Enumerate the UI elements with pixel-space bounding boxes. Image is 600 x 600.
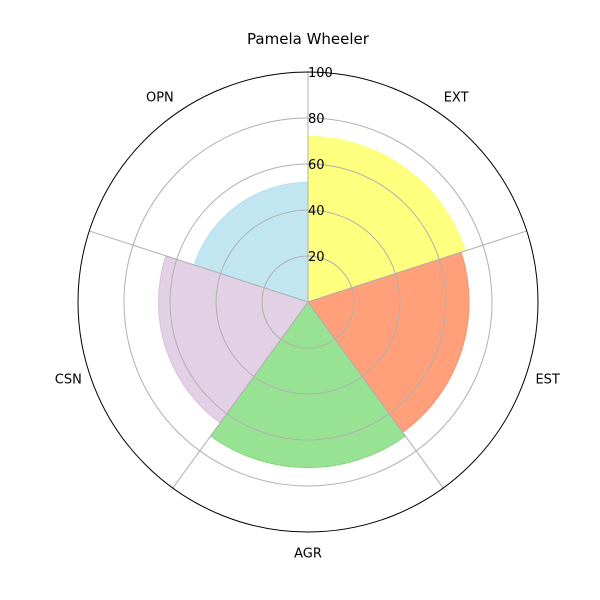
spoke-2 [307, 301, 444, 489]
grid-layer [77, 71, 539, 533]
labels-layer: 20 40 60 80 100 EXT EST AGR CSN OPN [55, 66, 560, 562]
bar-opn [193, 181, 309, 303]
spoke-1 [307, 230, 527, 303]
r-tick-label: 100 [308, 66, 333, 81]
bar-agr [209, 301, 407, 469]
category-label-est: EST [535, 372, 559, 387]
category-label-opn: OPN [146, 91, 174, 106]
outer-circle [77, 71, 539, 533]
spoke-4 [89, 230, 309, 303]
bars-layer [158, 135, 470, 469]
spoke-3 [172, 301, 309, 489]
r-tick-label: 80 [308, 112, 325, 127]
r-tick-label: 60 [308, 158, 325, 173]
r-tick-label: 20 [308, 250, 325, 265]
category-label-agr: AGR [294, 547, 322, 562]
bar-csn [158, 255, 309, 424]
r-tick-label: 40 [308, 204, 325, 219]
bar-ext [307, 135, 467, 303]
category-label-csn: CSN [55, 372, 82, 387]
chart-title: Pamela Wheeler [247, 30, 370, 48]
category-label-ext: EXT [444, 91, 469, 106]
bar-est [307, 251, 470, 433]
